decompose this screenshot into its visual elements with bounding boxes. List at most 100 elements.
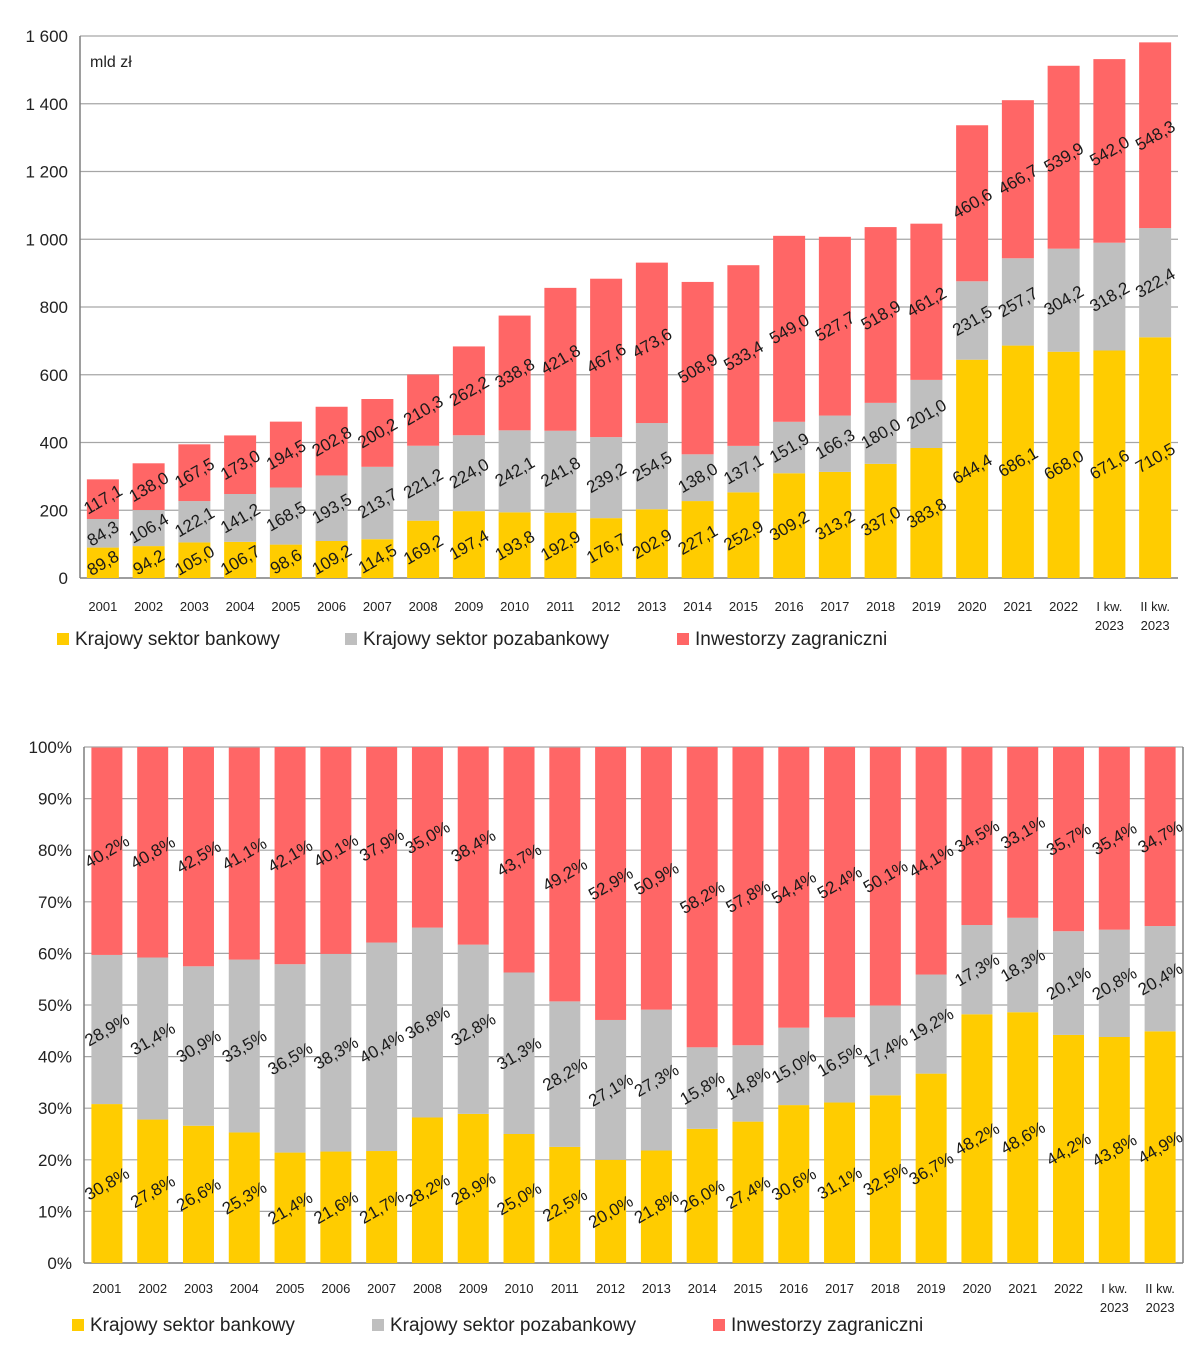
bar-segment [1053,931,1085,1035]
bar-segment [818,415,851,472]
x-tick-label: 2004 [226,599,255,614]
x-tick-label: 2017 [820,599,849,614]
x-tick-label: 2023 [1141,618,1170,633]
bar-segment [137,1119,169,1263]
bar-segment [1139,42,1172,229]
bar-segment [228,747,260,960]
bar-segment [773,421,806,474]
y-tick-label: 50% [38,996,72,1015]
bar-segment [1001,100,1034,259]
x-tick-label: 2021 [1008,1281,1037,1296]
bar-segment [915,747,947,975]
x-tick-label: 2001 [88,599,117,614]
legend-label: Krajowy sektor pozabankowy [390,1315,637,1336]
bar-segment [727,445,760,493]
x-tick-label: 2023 [1146,1300,1175,1315]
bar-segment [595,1159,627,1263]
bar-segment [549,747,581,1002]
bar-segment [274,747,306,965]
bar-segment [86,547,119,578]
bar-segment [503,1134,535,1263]
x-tick-label: 2023 [1100,1300,1129,1315]
bar-segment [132,510,165,547]
bar-segment [1098,1036,1130,1263]
bar-segment [452,511,485,578]
bar-segment [1007,747,1039,918]
bar-segment [778,1105,810,1263]
unit-label: mld zł [90,54,132,71]
bar-segment [1001,345,1034,578]
bar-segment [361,466,394,540]
legend-swatch [713,1319,725,1331]
bar-segment [961,1014,993,1263]
bar-segment [778,1027,810,1106]
bar-segment [411,747,443,928]
x-tick-label: 2022 [1054,1281,1083,1296]
bar-segment [915,1073,947,1263]
bar-segment [137,747,169,958]
legend-swatch [57,633,69,645]
bar-segment [686,747,718,1048]
y-axis-ticks: 0 200 400 600 800 1 000 1 200 1 400 1 600 [25,27,68,588]
bar-segment [452,346,485,436]
bar-segment [1047,351,1080,578]
legend-label: Inwestorzy zagraniczni [695,629,887,650]
bar-segment [778,747,810,1028]
grid-lines [83,746,1184,1264]
bar-segment [549,1146,581,1263]
bar-segment [498,430,531,513]
bar-segment [366,1151,398,1263]
x-tick-label: 2001 [92,1281,121,1296]
bars [91,746,1176,1263]
bar-segment [1098,747,1130,930]
y-tick-label: 60% [38,944,72,963]
bar-segment [869,1095,901,1263]
y-tick-label: 30% [38,1099,72,1118]
bar-segment [178,501,211,543]
x-axis-ticks: 2001 2002 2003 2004 2005 2006 2007 2008 2009 2010… [92,1281,1174,1315]
bar-segment [869,1005,901,1096]
bar-segment [407,445,440,521]
y-tick-label: 20% [38,1151,72,1170]
bar-segment [732,1121,764,1263]
x-tick-label: 2015 [734,1281,763,1296]
bar-segment [869,747,901,1006]
bar-segment [1093,350,1126,578]
bar-segment [315,541,348,578]
bar-segment [915,974,947,1074]
bar-segment [686,1128,718,1263]
legend: Krajowy sektor bankowy Krajowy sektor poz… [72,1315,923,1336]
x-tick-label: 2020 [962,1281,991,1296]
x-tick-label: 2003 [184,1281,213,1296]
bar-segment [1144,747,1176,927]
bar-segment [86,519,119,548]
bar-segment [544,512,577,578]
bar-segment [1144,926,1176,1032]
bar-segment [224,435,257,495]
bar-segment [182,747,214,967]
bar-segment [635,509,668,578]
x-tick-label: 2006 [317,599,346,614]
x-tick-label: 2019 [917,1281,946,1296]
bar-segment [137,957,169,1120]
bar-segment [1139,228,1172,338]
bar-segment [635,262,668,424]
bar-segment [956,281,989,360]
bar-segment [457,944,489,1114]
bar-segment [178,444,211,502]
x-tick-label: II kw. [1140,599,1170,614]
bar-segment [590,437,623,519]
x-tick-label: 2007 [363,599,392,614]
bar-segment [1047,65,1080,249]
bar-segment [1144,1031,1176,1263]
y-tick-label: 1 400 [25,95,68,114]
legend-swatch [677,633,689,645]
y-tick-label: 0% [47,1254,72,1273]
bar-segment [269,544,302,578]
bar-segment [503,972,535,1134]
bar-segment [640,1150,672,1263]
bar-segment [961,747,993,926]
x-tick-label: 2012 [592,599,621,614]
y-tick-label: 10% [38,1202,72,1221]
x-tick-label: 2004 [230,1281,259,1296]
